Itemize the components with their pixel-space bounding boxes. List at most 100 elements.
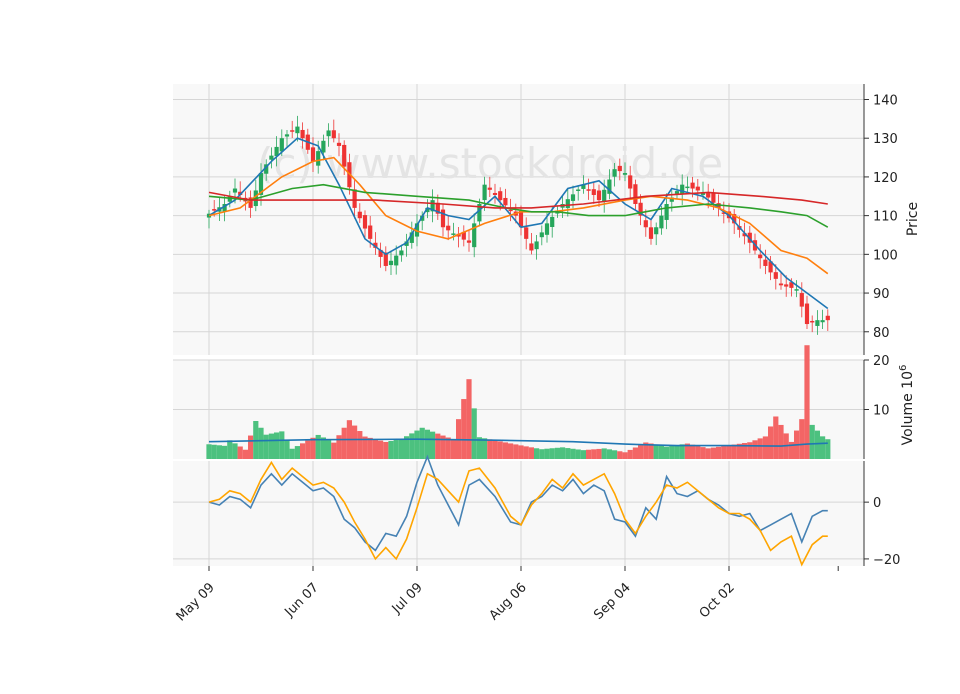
volume-bar [716, 446, 722, 459]
volume-bar [383, 441, 389, 459]
candle-body [643, 220, 648, 228]
candle-body [773, 272, 778, 279]
volume-bar [352, 425, 358, 459]
candle-body [238, 191, 243, 195]
candle-body [550, 216, 555, 228]
candle-body [440, 209, 446, 228]
volume-bar [528, 447, 534, 459]
price-tick-label: 140 [873, 93, 898, 108]
candle-body [420, 215, 425, 221]
candle-body [794, 289, 799, 291]
candle-body [654, 227, 659, 235]
price-tick-label: 110 [873, 210, 898, 225]
candle-body [778, 283, 784, 286]
volume-bar [742, 443, 748, 459]
volume-bar [612, 450, 618, 459]
candle-body [477, 204, 482, 222]
candle-body [602, 189, 607, 202]
volume-bar [762, 436, 768, 459]
volume-bar [814, 430, 820, 459]
x-tick-label: Sep 04 [591, 580, 634, 623]
volume-bar [736, 443, 742, 459]
candle-body [362, 215, 368, 229]
volume-bar [492, 440, 498, 459]
volume-bar [414, 430, 420, 459]
candle-body [232, 188, 238, 193]
candle-body [544, 223, 550, 235]
volume-bar [747, 442, 753, 459]
volume-bar [773, 416, 779, 459]
candle-body [409, 232, 414, 243]
volume-tick-label: 20 [873, 354, 890, 369]
volume-bar [809, 424, 815, 459]
volume-bar [601, 448, 607, 459]
volume-bar [648, 443, 654, 459]
volume-bar [695, 445, 701, 459]
volume-bar [461, 399, 467, 459]
volume-bar [398, 439, 404, 459]
candle-body [352, 189, 357, 208]
candle-body [810, 320, 815, 323]
candle-body [357, 211, 362, 219]
candle-body [388, 260, 394, 266]
candle-body [648, 227, 654, 239]
candle-body [674, 191, 680, 194]
x-tick-label: Jun 07 [282, 580, 322, 620]
candle-body [368, 225, 373, 239]
candle-body [607, 179, 612, 194]
candle-body [503, 197, 508, 206]
candle-body [825, 315, 830, 321]
price-axis-label: Price [905, 202, 921, 236]
volume-bar [653, 444, 659, 459]
volume-bar [721, 446, 727, 459]
volume-bar [752, 440, 758, 459]
candle-body [399, 250, 404, 256]
volume-bar [596, 448, 602, 459]
volume-bar [518, 445, 524, 459]
volume-bar [232, 443, 238, 459]
price-tick-label: 90 [873, 287, 890, 302]
volume-bar [549, 448, 555, 459]
volume-bar [393, 440, 399, 459]
candle-body [758, 254, 763, 259]
volume-bar [440, 435, 446, 459]
price-tick-label: 130 [873, 132, 898, 147]
volume-moving-average [208, 438, 828, 447]
candle-body [425, 207, 430, 213]
candle-body [732, 214, 737, 224]
volume-bar [253, 420, 259, 459]
candle-body [279, 138, 284, 152]
candle-body [461, 231, 466, 240]
candle-body [690, 182, 695, 189]
candle-body [222, 204, 227, 212]
candle-body [274, 146, 279, 157]
candle-body [284, 134, 290, 137]
volume-bar [482, 438, 488, 459]
volume-bar [778, 424, 784, 459]
volume-bar [534, 448, 540, 459]
volume-bar [289, 448, 295, 459]
volume-bar [237, 446, 243, 459]
volume-bar [466, 379, 472, 459]
candle-body [336, 142, 342, 146]
volume-bar [690, 444, 696, 459]
volume-bar [726, 445, 732, 459]
candle-body [742, 233, 747, 237]
candle-body [628, 175, 633, 189]
candle-body [248, 197, 253, 208]
candle-body [612, 169, 617, 177]
moving-average-line [208, 183, 829, 228]
volume-bar [544, 448, 550, 459]
volume-bar [580, 450, 586, 459]
volume-bar [632, 447, 638, 459]
candle-body [680, 184, 685, 195]
volume-bar [638, 445, 644, 459]
volume-bar [565, 448, 571, 459]
volume-bar [372, 439, 378, 459]
volume-bar [216, 445, 222, 459]
candle-body [435, 202, 440, 214]
volume-bar [768, 426, 774, 459]
candle-body [206, 213, 212, 218]
